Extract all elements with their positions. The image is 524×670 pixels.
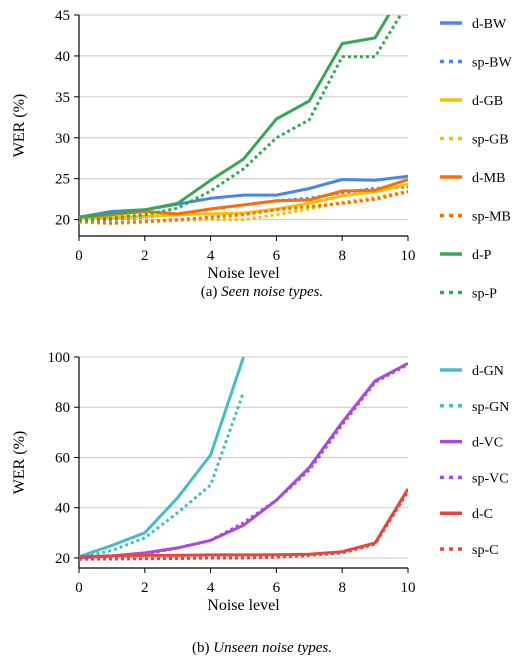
y-tick-label: 45 xyxy=(55,8,70,24)
caption-b-prefix: (b) xyxy=(192,640,214,656)
y-tick-label: 35 xyxy=(55,90,70,106)
series-line-sp-VC xyxy=(79,363,408,561)
legend-label-d-VC: d-VC xyxy=(472,436,503,451)
y-axis-label: WER (%) xyxy=(11,94,28,158)
series-lines-a xyxy=(79,15,408,226)
caption-b-text: Unseen noise types. xyxy=(213,640,332,656)
x-tick-label: 2 xyxy=(141,580,149,596)
legend-label-d-P: d-P xyxy=(472,248,492,263)
x-axis-label: Noise level xyxy=(207,265,280,282)
x-tick-label: 2 xyxy=(141,248,149,264)
legend-label-sp-GB: sp-GB xyxy=(472,133,509,148)
legend-b: d-GN sp-GN d-VC sp-VC d-C sp-C xyxy=(440,364,509,558)
y-tick-label: 80 xyxy=(55,400,70,416)
series-line-sp-P xyxy=(79,15,403,222)
chart-a: 20 25 30 35 40 45 0 2 4 6 8 10 Noise level WER (%) d-B… xyxy=(11,8,512,302)
caption-a: (a) Seen noise types. xyxy=(0,284,524,301)
y-tick-label: 60 xyxy=(55,450,70,466)
legend-label-d-BW: d-BW xyxy=(472,17,507,32)
x-tick-label: 8 xyxy=(338,248,346,264)
x-tick-label: 4 xyxy=(207,248,215,264)
legend-label-d-GB: d-GB xyxy=(472,94,503,109)
x-tick-label: 10 xyxy=(401,248,416,264)
y-tick-label: 30 xyxy=(55,131,70,147)
legend-label-d-GN: d-GN xyxy=(472,364,504,379)
legend-label-sp-VC: sp-VC xyxy=(472,471,509,486)
series-line-d-GN xyxy=(79,357,245,559)
series-line-d-VC xyxy=(79,361,408,560)
y-tick-label: 20 xyxy=(55,551,70,567)
legend-label-sp-P: sp-P xyxy=(472,287,497,302)
y-tick-label: 40 xyxy=(55,49,70,65)
x-axis-label: Noise level xyxy=(207,597,280,614)
y-tick-label: 40 xyxy=(55,501,70,517)
series-line-d-P xyxy=(79,15,391,219)
caption-a-prefix: (a) xyxy=(200,284,222,300)
series-line-sp-MB xyxy=(79,190,408,225)
caption-a-text: Seen noise types. xyxy=(221,284,324,300)
x-tick-label: 6 xyxy=(273,580,281,596)
x-tick-label: 0 xyxy=(75,248,83,264)
legend-label-d-C: d-C xyxy=(472,507,493,522)
series-line-sp-GN xyxy=(79,391,245,560)
legend-label-sp-GN: sp-GN xyxy=(472,400,509,415)
y-tick-label: 25 xyxy=(55,172,70,188)
chart-b: 20 40 60 80 100 0 2 4 6 8 10 Noise level WER (%) d-GN… xyxy=(11,350,509,614)
y-tick-label: 100 xyxy=(48,350,71,366)
y-tick-label: 20 xyxy=(55,213,70,229)
x-tick-label: 0 xyxy=(75,580,83,596)
series-line-sp-C xyxy=(79,490,408,561)
y-axis-label: WER (%) xyxy=(11,431,28,495)
x-tick-label: 10 xyxy=(401,580,416,596)
legend-label-sp-C: sp-C xyxy=(472,543,498,558)
series-line-d-MB xyxy=(79,178,408,219)
legend-label-sp-MB: sp-MB xyxy=(472,210,511,225)
legend-label-sp-BW: sp-BW xyxy=(472,56,512,71)
x-tick-label: 8 xyxy=(338,580,346,596)
series-line-d-C xyxy=(79,488,408,559)
x-tick-label: 6 xyxy=(273,248,281,264)
legend-a: d-BW sp-BW d-GB sp-GB d-MB sp-MB d-P sp-P xyxy=(440,17,512,302)
series-lines-b xyxy=(79,357,408,561)
legend-label-d-MB: d-MB xyxy=(472,171,505,186)
caption-b: (b) Unseen noise types. xyxy=(0,640,524,657)
x-tick-label: 4 xyxy=(207,580,215,596)
